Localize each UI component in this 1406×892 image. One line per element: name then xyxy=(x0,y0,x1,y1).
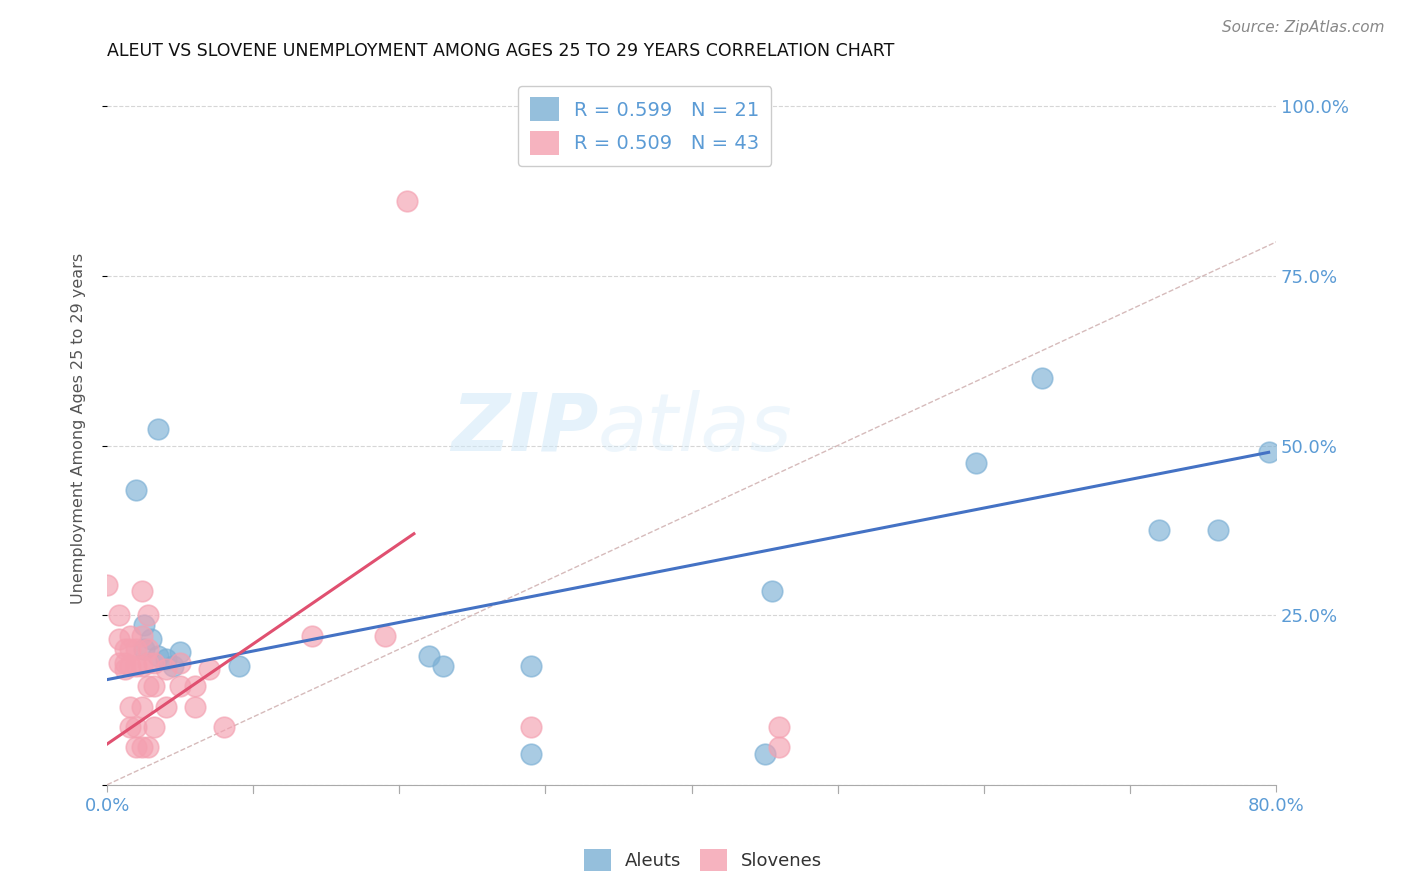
Point xyxy=(136,608,159,623)
Point xyxy=(768,720,790,734)
Point xyxy=(148,648,170,663)
Point xyxy=(120,659,142,673)
Point xyxy=(1147,524,1170,538)
Point xyxy=(136,740,159,755)
Text: atlas: atlas xyxy=(598,390,793,467)
Point xyxy=(114,656,136,670)
Point xyxy=(107,656,129,670)
Text: ALEUT VS SLOVENE UNEMPLOYMENT AMONG AGES 25 TO 29 YEARS CORRELATION CHART: ALEUT VS SLOVENE UNEMPLOYMENT AMONG AGES… xyxy=(107,42,894,60)
Point xyxy=(169,645,191,659)
Point xyxy=(520,659,543,673)
Point xyxy=(120,642,142,657)
Point xyxy=(96,577,118,591)
Point xyxy=(184,699,207,714)
Point xyxy=(125,740,148,755)
Y-axis label: Unemployment Among Ages 25 to 29 years: Unemployment Among Ages 25 to 29 years xyxy=(72,253,86,604)
Point xyxy=(107,608,129,623)
Point xyxy=(768,740,790,755)
Point xyxy=(418,648,440,663)
Point xyxy=(162,659,184,673)
Point xyxy=(136,642,159,657)
Point xyxy=(432,659,454,673)
Point xyxy=(131,699,153,714)
Point xyxy=(301,628,323,642)
Point xyxy=(155,662,177,676)
Point xyxy=(1031,370,1053,384)
Point xyxy=(754,747,776,762)
Point xyxy=(198,662,221,676)
Point xyxy=(1257,445,1279,459)
Legend: Aleuts, Slovenes: Aleuts, Slovenes xyxy=(576,842,830,879)
Point xyxy=(132,642,155,657)
Point xyxy=(965,456,987,470)
Point xyxy=(155,652,177,666)
Point xyxy=(131,740,153,755)
Point xyxy=(136,656,159,670)
Point xyxy=(120,699,142,714)
Point xyxy=(131,628,153,642)
Point xyxy=(184,679,207,693)
Point xyxy=(155,699,177,714)
Point xyxy=(761,584,783,599)
Point xyxy=(212,720,235,734)
Text: Source: ZipAtlas.com: Source: ZipAtlas.com xyxy=(1222,20,1385,35)
Point xyxy=(374,628,396,642)
Point xyxy=(131,584,153,599)
Point xyxy=(125,659,148,673)
Point xyxy=(520,720,543,734)
Point xyxy=(114,662,136,676)
Point xyxy=(395,194,418,209)
Point xyxy=(120,628,142,642)
Point xyxy=(125,483,148,497)
Point xyxy=(169,656,191,670)
Point xyxy=(125,642,148,657)
Point xyxy=(148,421,170,435)
Point xyxy=(139,632,162,646)
Point xyxy=(142,679,165,693)
Point xyxy=(142,656,165,670)
Text: ZIP: ZIP xyxy=(451,390,598,467)
Point xyxy=(136,679,159,693)
Point xyxy=(142,720,165,734)
Point xyxy=(131,659,153,673)
Point xyxy=(520,747,543,762)
Legend: R = 0.599   N = 21, R = 0.509   N = 43: R = 0.599 N = 21, R = 0.509 N = 43 xyxy=(517,86,772,166)
Point xyxy=(169,679,191,693)
Point xyxy=(1206,524,1229,538)
Point xyxy=(132,618,155,632)
Point xyxy=(107,632,129,646)
Point xyxy=(228,659,250,673)
Point xyxy=(125,720,148,734)
Point xyxy=(120,720,142,734)
Point xyxy=(114,642,136,657)
